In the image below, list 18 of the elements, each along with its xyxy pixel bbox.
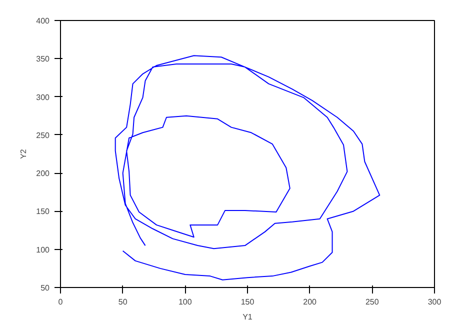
x-tick-label: 200 <box>303 298 318 306</box>
y-tick-label: 350 <box>36 54 50 64</box>
x-tick-label: 100 <box>178 298 192 306</box>
x-tick-label: 150 <box>240 298 255 306</box>
x-tick-label: 250 <box>365 298 380 306</box>
y-tick-label: 150 <box>36 207 50 216</box>
y-tick-label: 250 <box>36 130 50 140</box>
x-tick-label: 50 <box>118 298 128 306</box>
y-tick-label: 100 <box>36 245 50 254</box>
x-tick-label: 0 <box>58 298 64 306</box>
y-tick-label: 50 <box>40 284 50 292</box>
line-series <box>114 55 380 280</box>
x-axis-title: Y1 <box>242 312 253 322</box>
x-tick-label: 300 <box>428 298 442 306</box>
y-tick-label: 200 <box>36 169 50 178</box>
y-axis-title: Y2 <box>19 148 28 159</box>
y-tick-label: 400 <box>36 16 50 26</box>
y-tick-label: 300 <box>36 92 50 102</box>
